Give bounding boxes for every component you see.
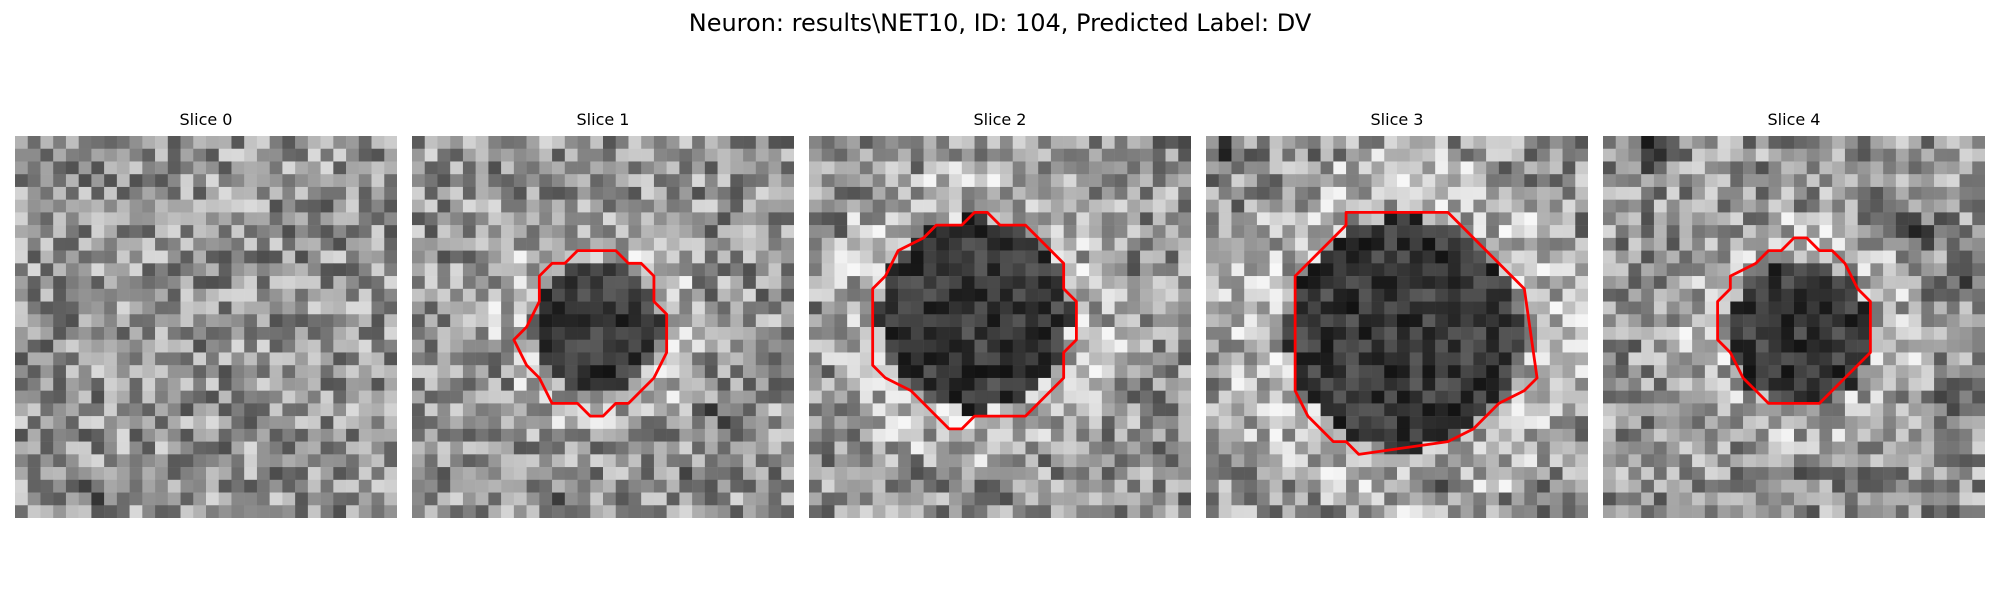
slice-panel-4: Slice 4 <box>1603 108 1985 518</box>
slice-title: Slice 1 <box>576 110 630 129</box>
slice-panel-3: Slice 3 <box>1206 108 1588 518</box>
segmentation-outline <box>1716 236 1872 405</box>
slice-image <box>412 136 794 518</box>
slice-title: Slice 4 <box>1767 110 1821 129</box>
slice-panel-2: Slice 2 <box>809 108 1191 518</box>
segmentation-outline <box>1293 210 1539 456</box>
slice-title: Slice 0 <box>179 110 233 129</box>
slice-panel-1: Slice 1 <box>412 108 794 518</box>
slice-image <box>15 136 397 518</box>
slice-panel-0: Slice 0 <box>15 108 397 518</box>
figure-title: Neuron: results\NET10, ID: 104, Predicte… <box>688 9 1312 37</box>
slice-image <box>809 136 1191 518</box>
slice-image <box>1206 136 1588 518</box>
segmentation-outline <box>512 249 669 418</box>
slice-title: Slice 3 <box>1370 110 1424 129</box>
slice-image <box>1603 136 1985 518</box>
slice-title: Slice 2 <box>973 110 1027 129</box>
segmentation-outline <box>871 210 1078 431</box>
